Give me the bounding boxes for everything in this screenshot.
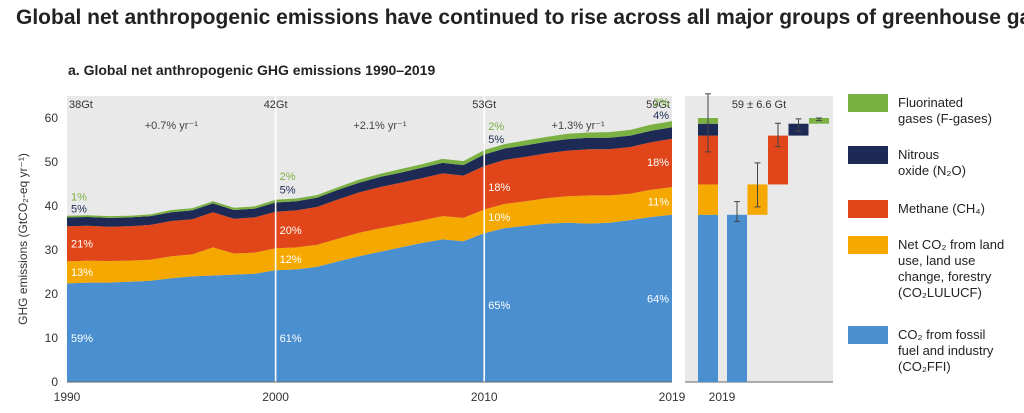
y-tick-label: 60: [45, 111, 59, 125]
total-label: 59Gt: [646, 99, 670, 111]
growth-rate-label: +2.1% yr⁻¹: [353, 120, 407, 132]
y-tick-label: 40: [45, 199, 59, 213]
share-label: 18%: [647, 157, 669, 169]
share-label: 5%: [280, 184, 296, 196]
legend-swatch: [848, 200, 888, 218]
x-tick-label: 2019: [659, 390, 686, 404]
y-tick-label: 50: [45, 155, 59, 169]
share-label: 13%: [71, 267, 93, 279]
stack-bar-segment-ch4: [698, 135, 718, 185]
share-label: 65%: [488, 300, 510, 312]
share-label: 11%: [648, 197, 669, 209]
stack-bar-segment-co2lulucf: [698, 184, 718, 215]
total-label: 53Gt: [472, 99, 496, 111]
share-label: 2%: [488, 121, 504, 133]
share-label: 2%: [280, 171, 296, 183]
main-title: Global net anthropogenic emissions have …: [16, 6, 1024, 29]
x-tick-label: 2000: [262, 390, 289, 404]
y-axis-label: GHG emissions (GtCO₂-eq yr⁻¹): [16, 153, 30, 325]
waterfall-x-label: 2019: [709, 390, 736, 404]
share-label: 21%: [71, 238, 93, 250]
legend-swatch: [848, 146, 888, 164]
share-label: 59%: [71, 333, 93, 345]
y-tick-label: 0: [51, 375, 58, 389]
legend-label: Net CO₂ from land use, land use change, …: [898, 237, 1005, 300]
waterfall-bar-ch4: [768, 135, 788, 185]
share-label: 1%: [71, 191, 87, 203]
area-series-co2ffi: [67, 214, 672, 382]
waterfall-chart-panel: 59 ± 6.6 Gt 2019: [685, 93, 833, 404]
legend-label: Methane (CH₄): [898, 201, 985, 216]
legend-label: CO₂ from fossil fuel and industry (CO₂FF…: [898, 327, 994, 374]
share-label: 4%: [653, 110, 669, 122]
legend-swatch: [848, 326, 888, 344]
area-series-fgas: [67, 121, 672, 218]
legend-label: Nitrous oxide (N₂O): [898, 147, 966, 178]
stack-bar-segment-co2ffi: [698, 214, 718, 382]
total-label: 38Gt: [69, 99, 93, 111]
share-label: 61%: [280, 333, 302, 345]
share-label: 12%: [280, 254, 302, 266]
waterfall-total-label: 59 ± 6.6 Gt: [732, 99, 786, 111]
y-tick-label: 20: [45, 287, 59, 301]
share-label: 18%: [488, 182, 510, 194]
legend-swatch: [848, 94, 888, 112]
area-series-co2lulucf: [67, 187, 672, 284]
share-label: 5%: [71, 204, 87, 216]
x-tick-label: 1990: [54, 390, 81, 404]
share-label: 5%: [488, 134, 504, 146]
growth-rate-label: +0.7% yr⁻¹: [145, 120, 199, 132]
y-tick-label: 10: [45, 331, 59, 345]
share-label: 64%: [647, 293, 669, 305]
total-label: 42Gt: [264, 99, 288, 111]
legend-label: Fluorinated gases (F-gases): [898, 95, 992, 126]
area-chart-panel: 0 10 20 30 40 50 60 1990 2000 2010 2019 GHG emissio…: [16, 96, 686, 404]
y-tick-label: 30: [45, 243, 59, 257]
growth-rate-label: +1.3% yr⁻¹: [552, 120, 606, 132]
area-series-n2o: [67, 127, 672, 227]
legend-swatch: [848, 236, 888, 254]
share-label: 20%: [280, 225, 302, 237]
area-series-ch4: [67, 138, 672, 262]
share-label: 10%: [488, 212, 510, 224]
waterfall-bar-co2ffi: [727, 214, 747, 382]
x-tick-label: 2010: [471, 390, 498, 404]
share-label: 2%: [653, 97, 669, 109]
panel-title: a. Global net anthropogenic GHG emission…: [68, 62, 436, 78]
